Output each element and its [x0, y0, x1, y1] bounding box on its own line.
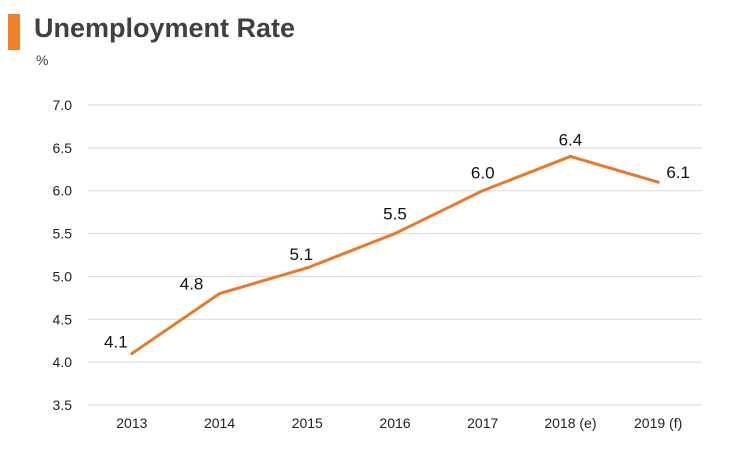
y-unit-label: % — [36, 52, 49, 68]
x-tick-label: 2017 — [467, 415, 498, 431]
y-tick-label: 5.5 — [53, 226, 73, 242]
data-label: 6.1 — [666, 163, 690, 182]
data-point — [305, 266, 309, 270]
data-label: 6.0 — [471, 164, 495, 183]
x-tick-label: 2018 (e) — [544, 415, 596, 431]
data-point — [130, 352, 134, 356]
x-tick-label: 2013 — [116, 415, 147, 431]
y-tick-label: 6.0 — [53, 183, 73, 199]
title-accent-bar — [8, 14, 20, 50]
y-tick-label: 6.5 — [53, 140, 73, 156]
data-label: 4.8 — [180, 275, 204, 294]
data-label: 6.4 — [559, 130, 583, 149]
x-tick-label: 2019 (f) — [634, 415, 682, 431]
y-tick-label: 4.0 — [53, 354, 73, 370]
data-point — [218, 292, 222, 296]
data-point — [656, 180, 660, 184]
data-point — [568, 154, 572, 158]
x-tick-label: 2015 — [292, 415, 323, 431]
data-point — [481, 189, 485, 193]
chart-title: Unemployment Rate — [34, 13, 296, 43]
y-tick-label: 5.0 — [53, 268, 73, 284]
data-label: 5.5 — [383, 205, 407, 224]
x-tick-label: 2016 — [379, 415, 410, 431]
y-tick-label: 7.0 — [53, 97, 73, 113]
series-line — [130, 154, 660, 356]
data-point — [393, 232, 397, 236]
data-label: 5.1 — [289, 245, 313, 264]
y-tick-label: 3.5 — [53, 397, 73, 413]
x-tick-label: 2014 — [204, 415, 235, 431]
y-tick-label: 4.5 — [53, 311, 73, 327]
data-label: 4.1 — [104, 333, 128, 352]
